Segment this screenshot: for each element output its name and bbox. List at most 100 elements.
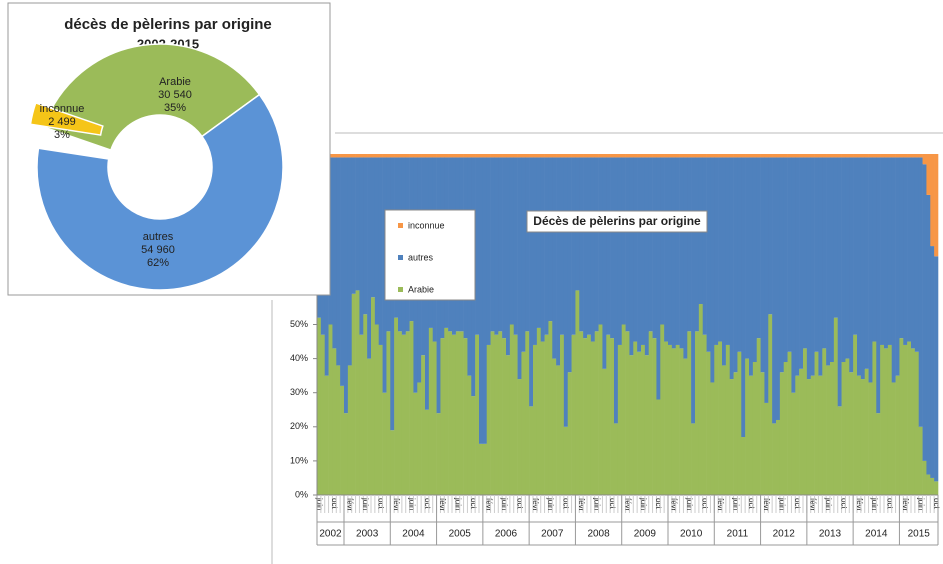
bar-segment <box>617 154 623 158</box>
year-label: 2011 <box>727 529 749 540</box>
y-tick-label: 50% <box>290 319 308 329</box>
bar-segment <box>448 331 453 495</box>
bar-segment <box>606 334 611 495</box>
bar-segment <box>629 154 634 158</box>
x-tick-label: juin <box>731 497 740 510</box>
bar-segment <box>664 341 669 495</box>
bar-segment <box>776 154 781 158</box>
bar-segment <box>594 154 599 158</box>
bar-segment <box>822 154 827 158</box>
bar-segment <box>475 154 480 158</box>
x-tick-label: juin <box>315 497 324 510</box>
bar-segment <box>459 154 464 158</box>
bar-segment <box>714 157 719 345</box>
x-tick-label: févr <box>346 498 355 512</box>
bar-segment <box>803 157 808 349</box>
bar-segment <box>490 154 495 158</box>
bar-segment <box>907 157 912 342</box>
year-label: 2007 <box>541 529 564 540</box>
bar-segment <box>548 154 553 158</box>
bar-segment <box>872 341 877 495</box>
bar-segment <box>575 154 580 158</box>
bar-segment <box>355 157 360 291</box>
bar-segment <box>745 157 750 359</box>
bar-segment <box>525 154 530 158</box>
x-tick-label: juin <box>778 497 787 510</box>
bar-segment <box>610 338 615 495</box>
bar-segment <box>880 344 885 495</box>
bar-segment <box>722 157 727 366</box>
bar-segment <box>506 154 511 158</box>
bar-segment <box>648 154 653 158</box>
bar-segment <box>617 344 623 495</box>
bar-segment <box>776 419 781 495</box>
bar-segment <box>710 157 715 383</box>
bar-segment <box>525 331 530 495</box>
bar-segment <box>857 375 862 495</box>
bar-segment <box>548 321 553 495</box>
x-tick-label: oct <box>608 498 617 509</box>
bar-segment <box>718 154 723 158</box>
bar-segment <box>386 154 391 158</box>
bar-segment <box>725 154 731 158</box>
bar-segment <box>629 355 634 495</box>
bar-segment <box>803 348 808 495</box>
bar-segment <box>930 477 935 495</box>
bar-segment <box>540 157 545 342</box>
bar-segment <box>359 334 364 495</box>
bar-segment <box>587 157 592 335</box>
bar-segment <box>575 290 580 495</box>
bar-segment <box>779 154 785 158</box>
bar-segment <box>671 348 677 495</box>
bar-segment <box>741 437 746 495</box>
bar-segment <box>394 317 399 495</box>
bar-segment <box>529 406 534 495</box>
bar-segment <box>571 157 576 335</box>
bar-segment <box>544 157 549 335</box>
bar-segment <box>479 157 484 444</box>
bar-segment <box>506 157 511 356</box>
bar-segment <box>594 157 599 332</box>
bar-segment <box>660 157 665 325</box>
bar-segment <box>336 154 341 158</box>
bar-segment <box>675 157 680 345</box>
bar-segment <box>614 423 619 495</box>
bar-segment <box>509 324 515 495</box>
bar-segment <box>652 154 657 158</box>
x-tick-label: févr <box>670 498 679 512</box>
bar-segment <box>683 358 688 495</box>
x-tick-label: oct <box>793 498 802 509</box>
x-tick-label: févr <box>392 498 401 512</box>
year-label: 2015 <box>908 529 931 540</box>
bar-segment <box>671 154 677 158</box>
bar-segment <box>602 368 607 495</box>
bar-segment <box>598 324 603 495</box>
bar-segment <box>772 157 777 424</box>
bar-segment <box>729 157 734 380</box>
year-label: 2006 <box>495 529 518 540</box>
bar-segment <box>556 365 561 495</box>
bar-segment <box>398 331 403 495</box>
bar-segment <box>428 154 434 158</box>
bar-segment <box>668 157 673 345</box>
bar-segment <box>772 154 777 158</box>
bar-segment <box>463 338 468 495</box>
x-tick-label: févr <box>623 498 632 512</box>
bar-segment <box>587 154 592 158</box>
bar-segment <box>687 331 692 495</box>
bar-segment <box>860 154 866 158</box>
bar-segment <box>567 372 572 495</box>
bar-segment <box>371 154 376 158</box>
x-tick-label: févr <box>762 498 771 512</box>
slice-label: 2 499 <box>48 116 76 128</box>
bar-segment <box>359 154 364 158</box>
bar-segment <box>332 154 337 158</box>
bar-segment <box>934 154 939 257</box>
bar-segment <box>363 157 368 315</box>
bar-segment <box>463 154 468 158</box>
bar-segment <box>876 413 881 495</box>
bar-segment <box>864 154 869 158</box>
bar-segment <box>814 157 819 352</box>
bar-segment <box>918 426 923 495</box>
x-tick-label: oct <box>469 498 478 509</box>
